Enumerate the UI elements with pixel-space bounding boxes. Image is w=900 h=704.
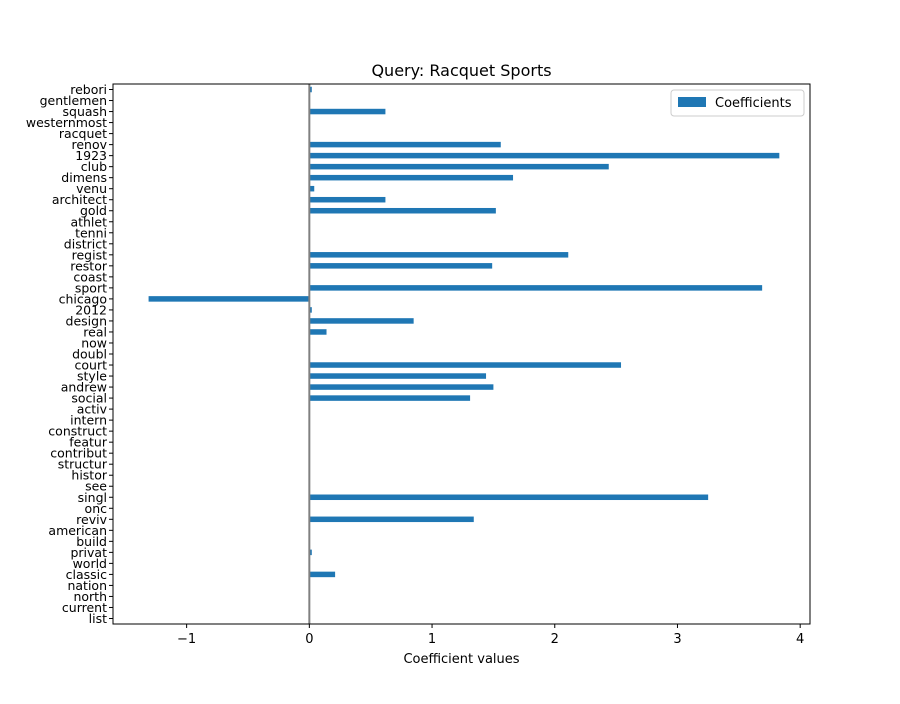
y-tick-label: north xyxy=(73,589,107,604)
y-tick-label: activ xyxy=(77,402,108,417)
legend: Coefficients xyxy=(670,89,805,117)
y-tick-label: tenni xyxy=(75,225,107,240)
y-tick-label: district xyxy=(64,236,107,251)
y-tick-label: current xyxy=(62,600,107,615)
bar-chicago xyxy=(148,296,310,302)
y-tick-label: club xyxy=(81,159,107,174)
legend-box xyxy=(670,89,805,117)
y-tick-label: see xyxy=(85,479,107,494)
y-tick-label: construct xyxy=(48,424,107,439)
y-tick-label: 2012 xyxy=(75,302,107,317)
y-tick-label: andrew xyxy=(61,380,107,395)
bar-restor xyxy=(309,263,493,269)
x-tick-label: 0 xyxy=(305,632,313,647)
x-axis-label: Coefficient values xyxy=(403,652,519,667)
bar-court xyxy=(309,362,622,368)
bar-andrew xyxy=(309,384,494,390)
y-tick-label: social xyxy=(71,391,107,406)
y-tick-label: athlet xyxy=(70,214,107,229)
bar-venu xyxy=(309,185,315,192)
bar-singl xyxy=(309,494,709,501)
y-tick-label: featur xyxy=(69,435,108,450)
bar-social xyxy=(309,395,471,401)
bar-style xyxy=(309,373,487,379)
bar-architect xyxy=(309,196,386,203)
y-tick-label: style xyxy=(77,369,107,384)
y-tick-label: reviv xyxy=(76,512,107,527)
bar-club xyxy=(309,163,609,170)
y-tick-label: racquet xyxy=(59,126,107,141)
bar-regist xyxy=(309,252,569,258)
x-tick-label: 2 xyxy=(551,632,559,647)
x-tick-label: 4 xyxy=(796,632,804,647)
y-tick-label: dimens xyxy=(61,170,107,185)
y-tick-label: doubl xyxy=(72,347,107,362)
y-tick-label: onc xyxy=(85,501,108,516)
y-tick-label: structur xyxy=(58,457,108,472)
y-tick-label: contribut xyxy=(50,446,107,461)
y-tick-label: nation xyxy=(67,578,107,593)
y-tick-label: squash xyxy=(63,104,107,119)
y-tick-label: classic xyxy=(66,567,108,582)
bar-privat xyxy=(309,549,312,556)
y-tick-label: privat xyxy=(70,545,107,560)
x-tick-label: −1 xyxy=(177,632,196,647)
y-tick-label: histor xyxy=(71,468,107,483)
y-tick-label: list xyxy=(89,611,107,626)
x-tick-label: 3 xyxy=(673,632,681,647)
y-tick-label: renov xyxy=(71,137,107,152)
bar-reviv xyxy=(309,516,474,523)
legend-label: Coefficients xyxy=(715,96,792,111)
bar-dimens xyxy=(309,174,514,181)
y-tick-label: american xyxy=(48,523,107,538)
bar-1923 xyxy=(309,152,780,159)
y-tick-label: build xyxy=(76,534,107,549)
bar-design xyxy=(309,318,414,324)
bar-gold xyxy=(309,207,496,214)
y-tick-label: regist xyxy=(72,247,107,262)
bar-2012 xyxy=(309,307,312,313)
y-tick-label: westernmost xyxy=(26,115,107,130)
y-tick-label: sport xyxy=(75,280,107,295)
y-tick-label: court xyxy=(75,358,108,373)
y-tick-label: restor xyxy=(70,258,108,273)
bar-real xyxy=(309,329,327,335)
y-tick-label: architect xyxy=(52,192,107,207)
legend-swatch xyxy=(678,97,706,107)
bar-renov xyxy=(309,141,501,148)
y-tick-label: intern xyxy=(70,413,107,428)
y-tick-label: 1923 xyxy=(75,148,107,163)
x-tick-label: 1 xyxy=(428,632,436,647)
y-tick-label: gentlemen xyxy=(40,93,107,108)
chart-title: Query: Racquet Sports xyxy=(371,61,551,80)
y-tick-label: real xyxy=(83,324,107,339)
y-tick-label: world xyxy=(73,556,107,571)
bar-sport xyxy=(309,285,763,291)
y-tick-label: singl xyxy=(78,490,107,505)
y-tick-label: now xyxy=(81,335,107,350)
y-tick-label: coast xyxy=(73,269,107,284)
y-tick-label: chicago xyxy=(59,291,107,306)
y-tick-label: gold xyxy=(80,203,107,218)
y-tick-label: venu xyxy=(76,181,107,196)
y-tick-label: rebori xyxy=(70,82,107,97)
bar-squash xyxy=(309,108,386,115)
bar-classic xyxy=(309,571,336,578)
y-tick-label: design xyxy=(66,313,107,328)
bar-rebori xyxy=(309,86,312,93)
